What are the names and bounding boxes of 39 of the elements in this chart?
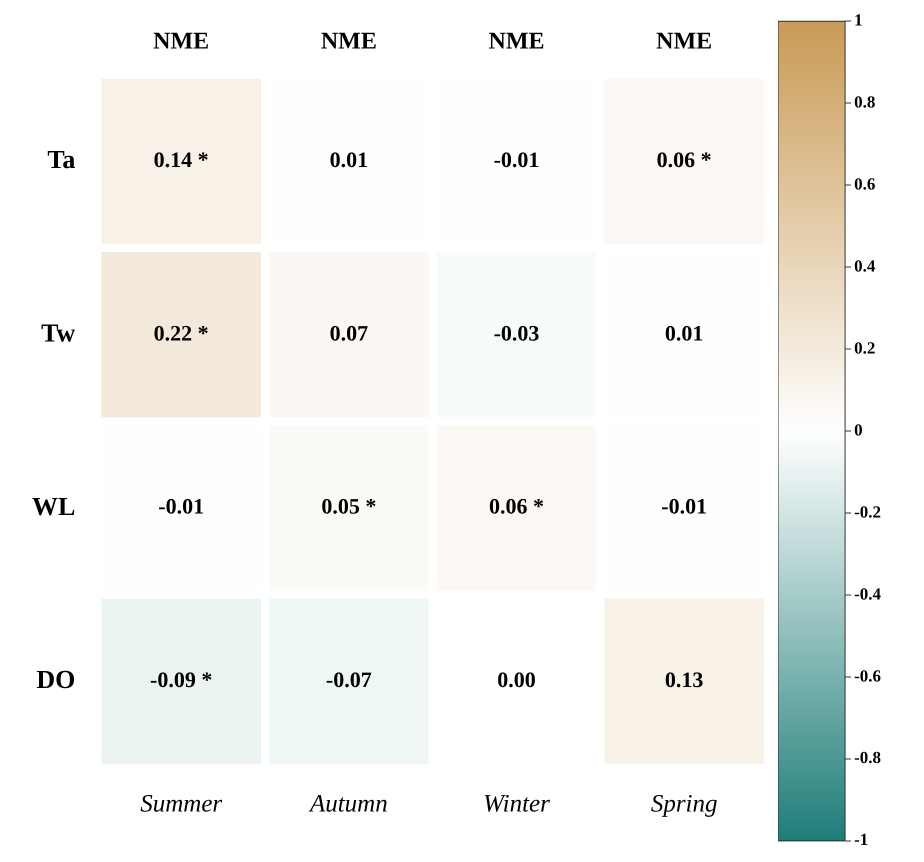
data-label: 0.06 *: [656, 147, 712, 172]
color-bar-label: 0.6: [854, 174, 876, 194]
color-bar-label: -0.2: [854, 502, 882, 522]
y-tick-label: Ta: [47, 145, 76, 174]
data-label: 0.13: [664, 667, 704, 692]
data-label: -0.07: [326, 667, 372, 692]
y-tick-label: WL: [32, 492, 76, 521]
data-label: -0.03: [494, 320, 540, 346]
color-bar-label: 0.4: [854, 256, 876, 276]
text: NME: [153, 28, 210, 55]
data-label: 0.07: [330, 320, 368, 346]
color-bar-label: -0.8: [854, 748, 882, 768]
color-bar-label: 1: [854, 10, 863, 30]
color-bar-label: -1: [854, 830, 868, 850]
data-label: -0.01: [661, 494, 708, 519]
x-tick-label: Winter: [483, 790, 550, 818]
text: NME: [488, 28, 545, 55]
color-bar-label: -0.4: [854, 584, 882, 604]
data-label: 0.06 *: [489, 494, 544, 519]
data-label: 0.14 *: [154, 147, 209, 172]
x-tick-label: Summer: [140, 790, 222, 818]
x-tick-label: Spring: [650, 790, 718, 818]
text: NME: [320, 28, 377, 55]
x-tick-label: Autumn: [308, 790, 388, 818]
color-bar-label: -0.6: [854, 666, 882, 686]
data-label: 0.01: [664, 320, 704, 346]
data-label: 0.05 *: [321, 494, 376, 519]
data-label: -0.01: [158, 494, 204, 519]
text: NME: [656, 28, 712, 55]
color-bar-label: 0.8: [854, 92, 876, 112]
data-label: 0.22 *: [154, 320, 209, 346]
data-label: -0.09 *: [150, 667, 212, 692]
color-bar-label: 0: [854, 420, 863, 440]
data-label: 0.00: [497, 667, 536, 692]
y-tick-label: DO: [36, 665, 76, 694]
data-label: 0.01: [330, 147, 368, 172]
color-bar-label: 0.2: [854, 338, 876, 358]
data-label: -0.01: [494, 147, 540, 172]
y-tick-label: Tw: [41, 318, 76, 348]
